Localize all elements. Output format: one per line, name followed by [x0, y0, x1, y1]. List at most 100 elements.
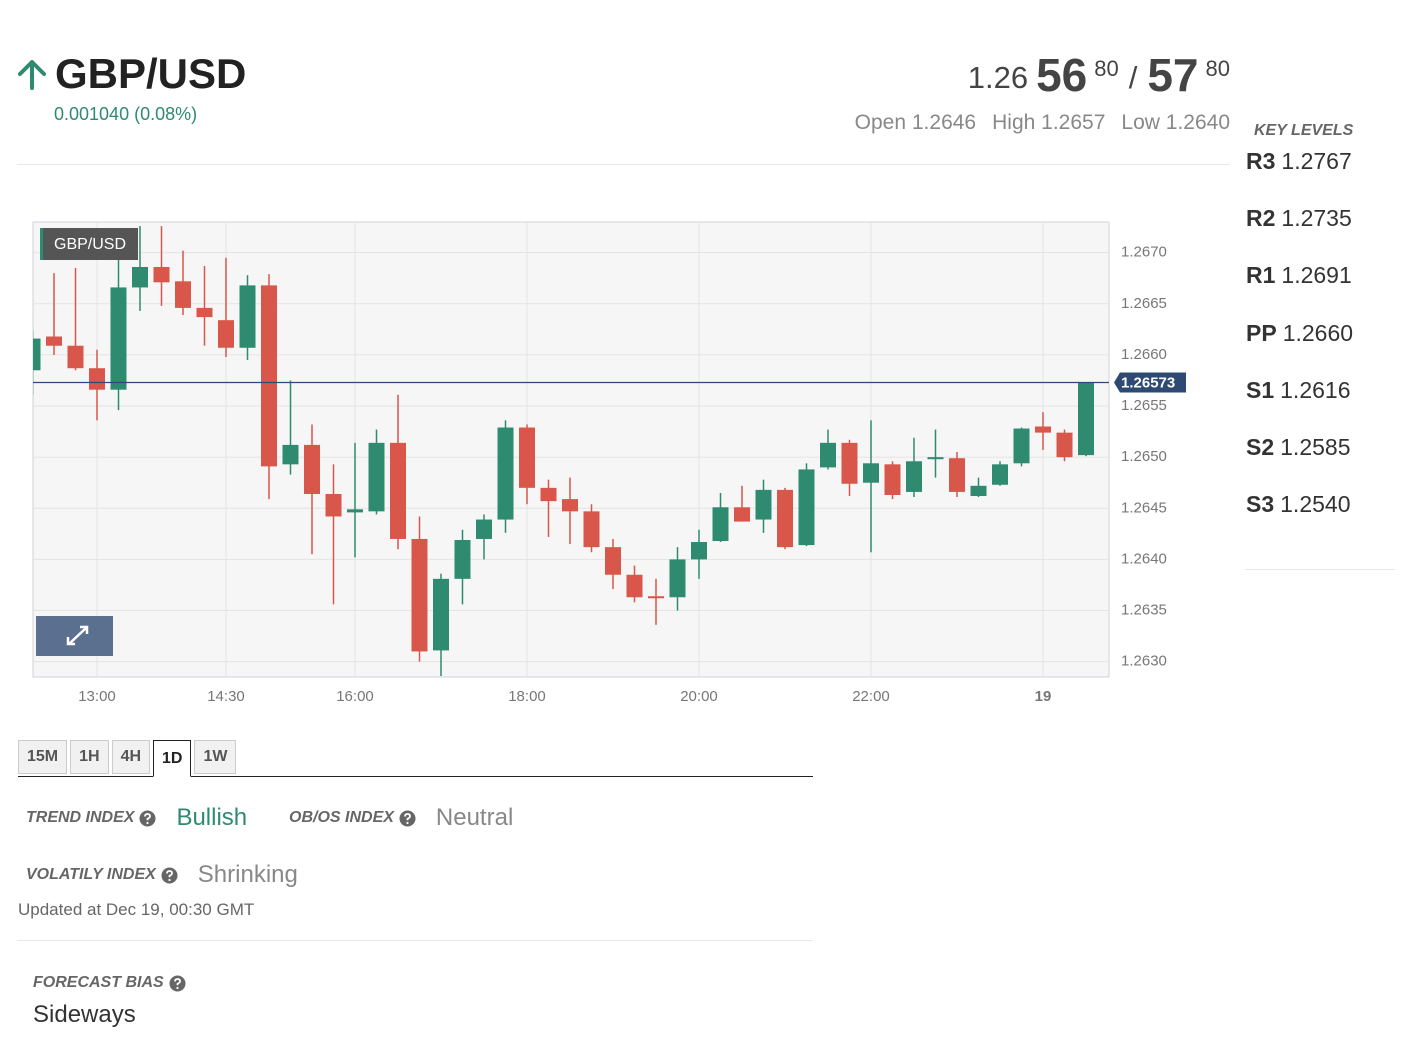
index-row: OB/OS INDEX Neutral	[289, 804, 513, 832]
legend-label: GBP/USD	[54, 236, 126, 253]
help-icon-mark	[165, 869, 173, 877]
candle-body	[110, 287, 127, 390]
candle-body	[1013, 428, 1030, 464]
key-level-value: 1.2767	[1281, 148, 1352, 174]
key-level: S3 1.2540	[1246, 491, 1351, 518]
help-icon[interactable]	[169, 975, 186, 992]
key-level-value: 1.2616	[1280, 376, 1351, 403]
help-icon-mark	[144, 812, 152, 820]
candle-body	[798, 469, 815, 546]
timeframe-tab[interactable]: 1D	[153, 740, 192, 777]
key-level: S1 1.2616	[1246, 377, 1351, 404]
help-icon-dot	[146, 821, 150, 824]
index-label: OB/OS INDEX	[289, 809, 394, 826]
candle-body	[712, 507, 729, 542]
x-tick-label: 14:30	[207, 688, 245, 705]
timeframe-tabs: 15M 1H 4H 1D 1W	[18, 740, 813, 777]
last-price-label: 1.26573	[1121, 374, 1175, 391]
key-level-label: S2	[1246, 434, 1275, 460]
timeframe-tab[interactable]: 1W	[194, 740, 237, 774]
candle-body	[497, 427, 514, 520]
x-tick-label: 16:00	[336, 688, 374, 705]
help-icon[interactable]	[161, 867, 178, 884]
candle-body	[1056, 432, 1073, 458]
forecast-label-text: FORECAST BIAS	[33, 974, 164, 991]
timeframe-tab[interactable]: 4H	[111, 740, 151, 774]
candle-body	[476, 519, 492, 539]
legend-swatch	[40, 228, 43, 260]
candle-body	[863, 463, 879, 483]
candle-body	[777, 489, 793, 548]
help-icon[interactable]	[399, 810, 416, 827]
y-tick-label: 1.2640	[1121, 550, 1167, 567]
timeframe-tab[interactable]: 1H	[70, 740, 109, 774]
index-value: Neutral	[435, 804, 514, 831]
key-level-label: R2	[1246, 205, 1276, 232]
quote: 1.26 56 80 / 57 80	[968, 48, 1230, 102]
ohl-value: 1.2640	[1165, 111, 1230, 134]
y-tick-label: 1.2660	[1121, 346, 1167, 363]
separator: /	[1128, 60, 1138, 95]
bid-big: 1.26	[967, 60, 1029, 95]
help-icon-dot	[406, 821, 409, 824]
candle-body	[239, 285, 256, 348]
ohl-value: 1.2657	[1041, 111, 1106, 134]
plot-area	[32, 221, 1110, 678]
candle-body	[970, 485, 987, 497]
bid-pips: 56	[1036, 49, 1088, 101]
key-level-value: 1.2540	[1280, 491, 1351, 518]
candle-body	[411, 538, 428, 652]
x-tick-label: 18:00	[508, 688, 546, 705]
ohl-item: Low 1.2640	[1121, 111, 1230, 135]
ohl: Open 1.2646 High 1.2657 Low 1.2640	[855, 111, 1230, 135]
y-tick-label: 1.2655	[1121, 397, 1167, 414]
candle-body	[67, 345, 84, 369]
candle-body	[884, 464, 901, 495]
expand-button[interactable]	[36, 616, 113, 656]
candle-body	[583, 511, 600, 548]
candle-body	[46, 336, 62, 346]
candle-body	[519, 427, 535, 488]
y-tick-label: 1.2635	[1121, 602, 1167, 619]
key-level-value: 1.2735	[1281, 205, 1352, 232]
candle-body	[433, 578, 449, 651]
candle-body	[626, 574, 643, 598]
key-level-value: 1.2585	[1280, 434, 1351, 460]
candle-body	[562, 499, 578, 512]
bid-frac: 80	[1094, 56, 1119, 81]
candle-body	[949, 458, 965, 492]
ohl-label: Open	[854, 111, 907, 134]
y-tick-label: 1.2645	[1121, 499, 1167, 516]
key-level: S2 1.2585	[1246, 434, 1351, 461]
key-level: PP 1.2660	[1246, 320, 1353, 347]
candle-body	[540, 487, 557, 502]
timeframe-tab[interactable]: 15M	[18, 740, 68, 774]
x-tick-label: 22:00	[852, 688, 890, 705]
key-level: R1 1.2691	[1246, 262, 1352, 289]
divider	[1245, 569, 1395, 570]
candle-body	[841, 442, 858, 484]
x-tick-label: 13:00	[78, 688, 116, 705]
forecast-value: Sideways	[33, 1001, 136, 1028]
expand-icon	[66, 625, 89, 646]
help-icon[interactable]	[139, 810, 156, 827]
index-label: TREND INDEX	[26, 809, 135, 826]
y-tick-label: 1.2670	[1121, 244, 1167, 261]
candle-body	[218, 320, 234, 348]
y-tick-label: 1.2665	[1121, 295, 1167, 312]
key-level-value: 1.2660	[1282, 319, 1354, 346]
index-label: VOLATILY INDEX	[26, 866, 156, 883]
legend-box	[40, 228, 138, 260]
candle-body	[325, 493, 342, 517]
candle-body	[927, 457, 944, 460]
index-row: TREND INDEX Bullish	[26, 804, 247, 832]
up-arrow-icon	[18, 60, 46, 90]
key-level-label: S3	[1246, 491, 1275, 518]
key-level-value: 1.2691	[1281, 262, 1352, 289]
divider	[17, 940, 812, 941]
candle-body	[33, 338, 41, 371]
index-row: VOLATILY INDEX Shrinking	[26, 861, 298, 889]
overlay: 1.2630 1.2635 1.2640 1.2645 1.2650 1.2655 1.26…	[33, 228, 1186, 705]
ohl-label: High	[992, 111, 1036, 134]
